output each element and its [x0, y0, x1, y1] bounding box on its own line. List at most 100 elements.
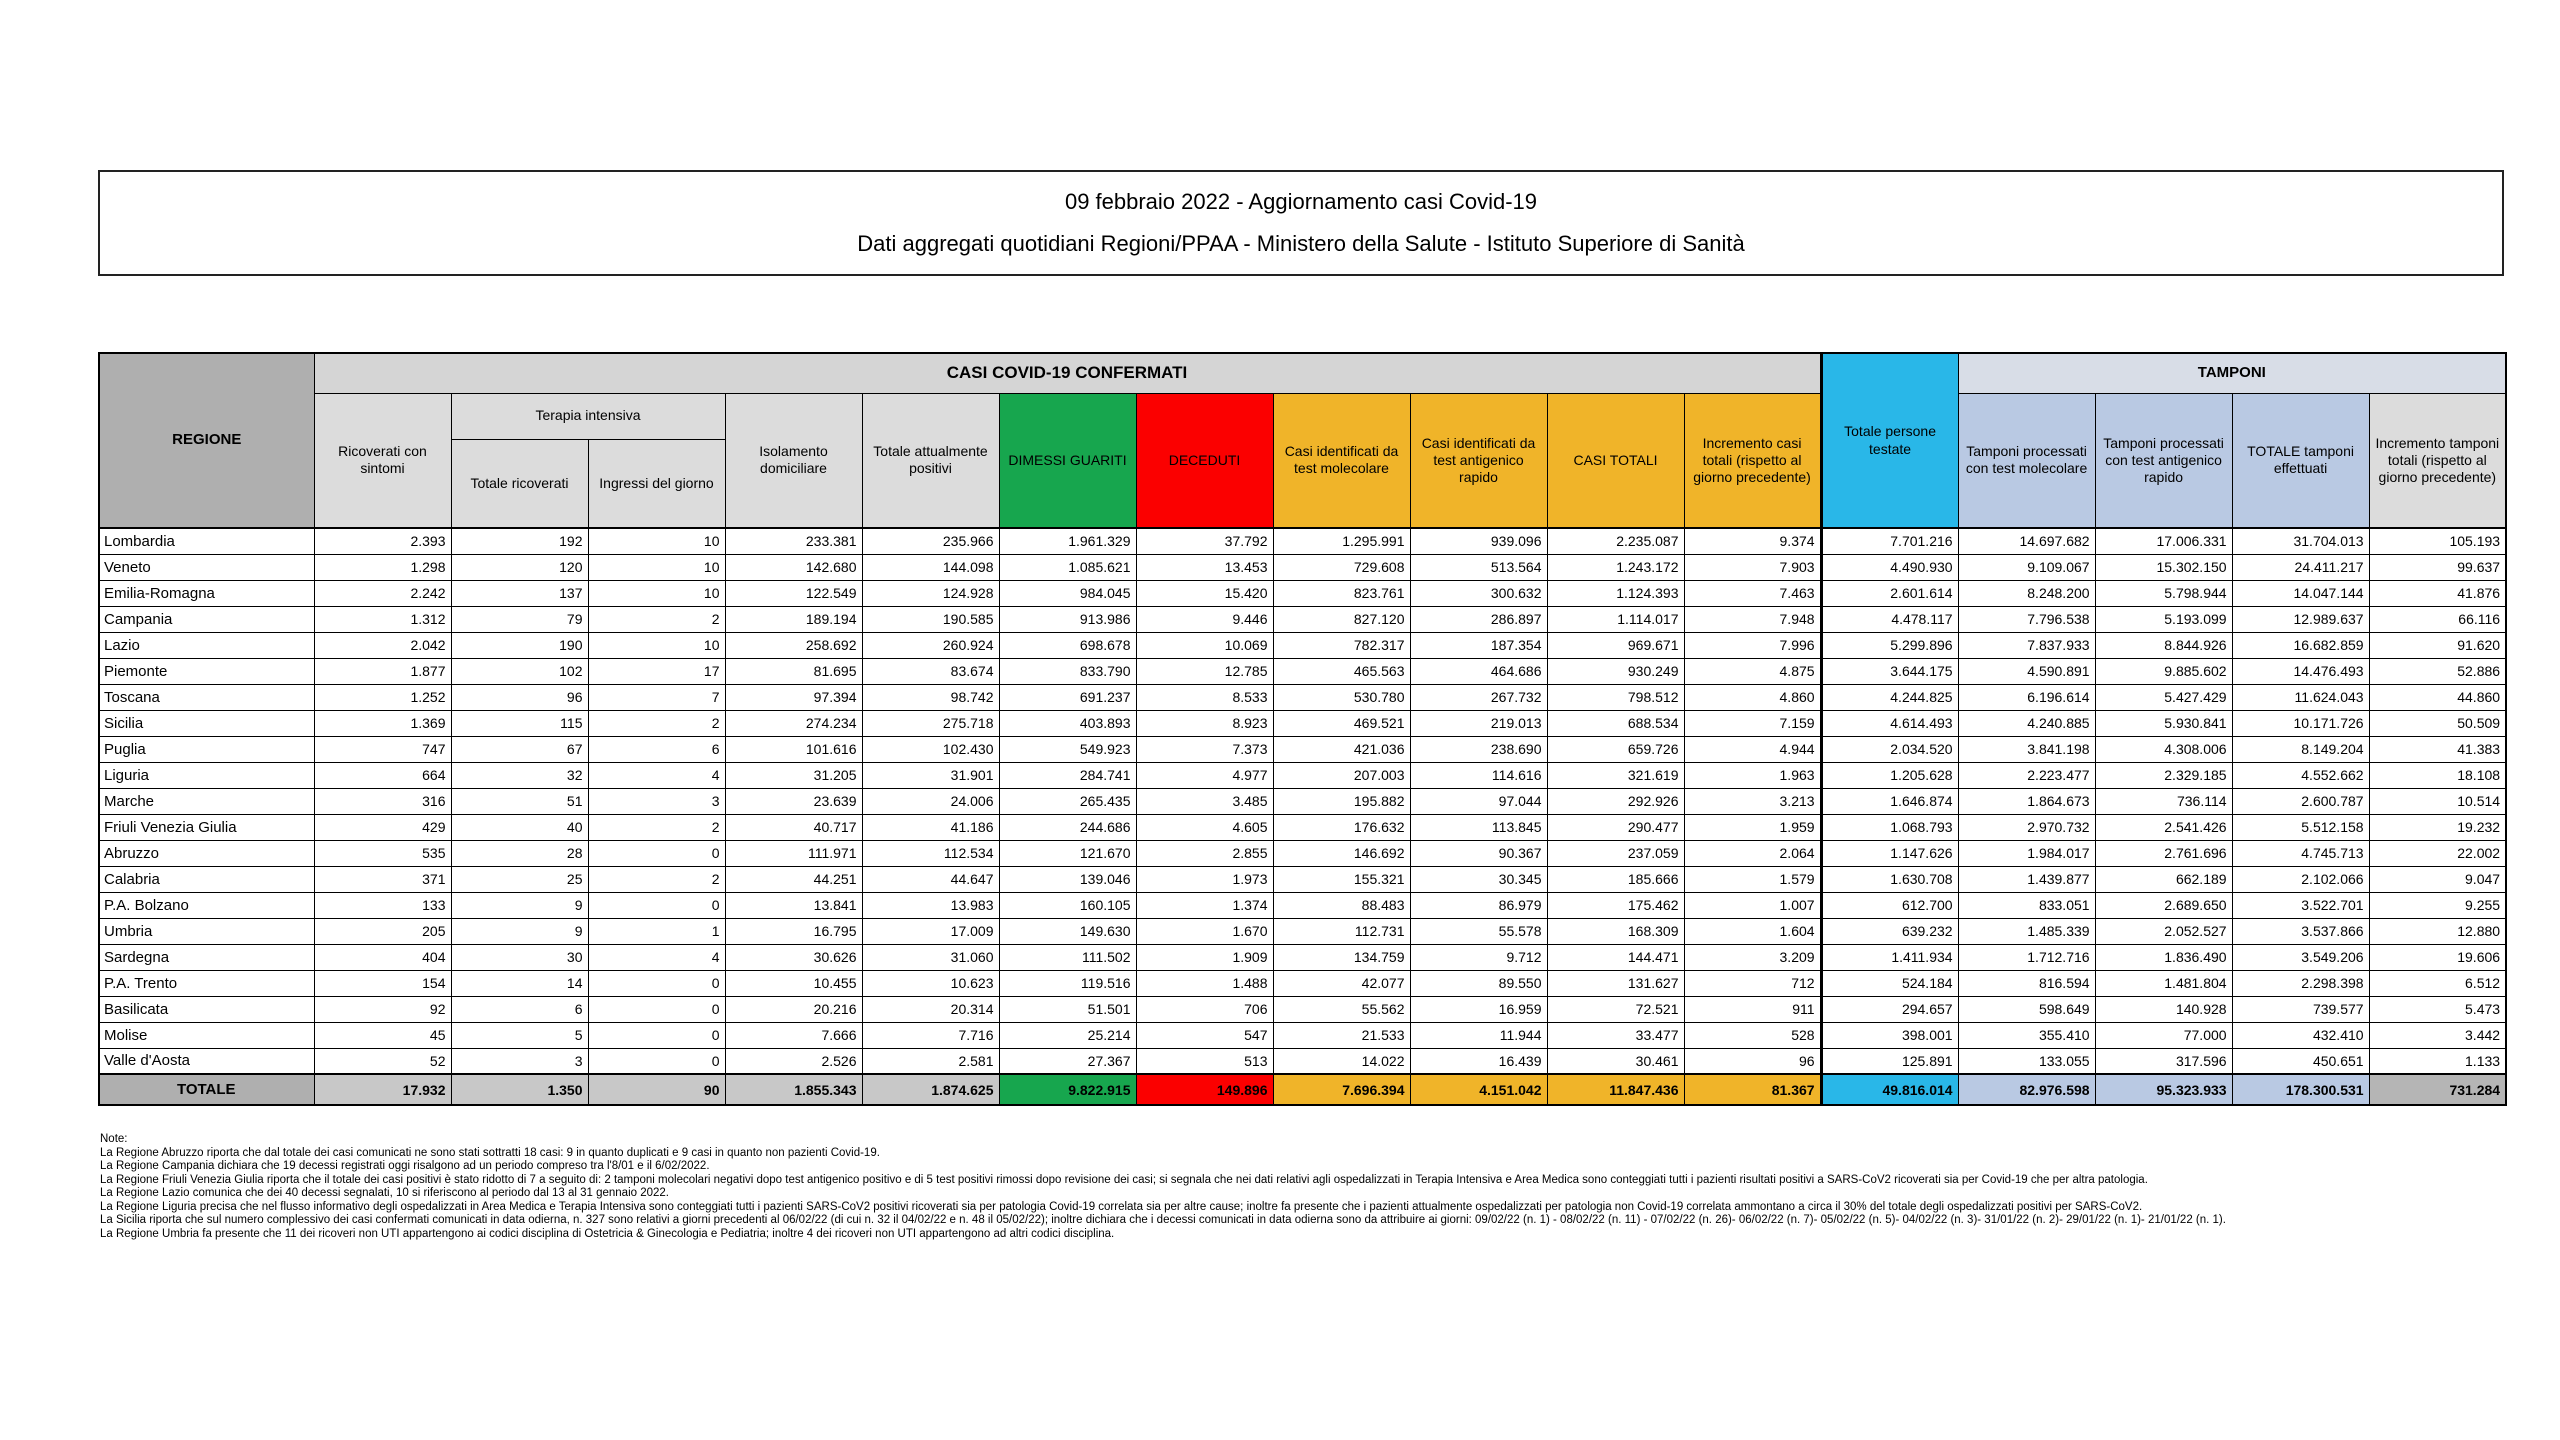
cell-tamponi-test-molecolare: 816.594 — [1957, 969, 2096, 997]
cell-tamponi-test-antigenico-rapido: 17.006.331 — [2094, 527, 2233, 555]
cell-isolamento-domiciliare: 233.381 — [724, 527, 863, 555]
cell-incremento-tamponi-totali: 9.047 — [2368, 865, 2507, 893]
cell-casi-test-antigenico-rapido: 30.345 — [1409, 865, 1548, 893]
cell-totale-tamponi-effettuati: 2.600.787 — [2231, 787, 2370, 815]
cell-dimessi-guariti: 984.045 — [998, 579, 1137, 607]
cell-deceduti: 4.605 — [1135, 813, 1274, 841]
cell-ricoverati-con-sintomi: 205 — [313, 917, 452, 945]
cell-casi-test-antigenico-rapido: 86.979 — [1409, 891, 1548, 919]
cell-ti-ingressi-del-giorno: 0 — [587, 1047, 726, 1075]
cell-deceduti: 7.373 — [1135, 735, 1274, 763]
cell-ti-ingressi-del-giorno: 2 — [587, 813, 726, 841]
region-name-cell: Umbria — [98, 917, 315, 945]
cell-casi-test-antigenico-rapido: 90.367 — [1409, 839, 1548, 867]
cell-tamponi-test-antigenico-rapido: 2.761.696 — [2094, 839, 2233, 867]
cell-tamponi-test-molecolare: 7.837.933 — [1957, 631, 2096, 659]
cell-dimessi-guariti: 284.741 — [998, 761, 1137, 789]
cell-incremento-casi-totali: 712 — [1683, 969, 1822, 997]
cell-tamponi-test-antigenico-rapido: 140.928 — [2094, 995, 2233, 1023]
cell-totale-attualmente-positivi: 98.742 — [861, 683, 1000, 711]
header-ti-ingressi-del-giorno: Ingressi del giorno — [587, 438, 726, 529]
cell-incremento-tamponi-totali: 22.002 — [2368, 839, 2507, 867]
cell-ti-totale-ricoverati: 120 — [450, 553, 589, 581]
cell-isolamento-domiciliare: 13.841 — [724, 891, 863, 919]
table-row-p-a-bolzano: P.A. Bolzano 133 9 0 13.841 13.983 160.105 1.37… — [98, 891, 2507, 919]
header-casi-confermati-band: CASI COVID-19 CONFERMATI — [313, 352, 1822, 394]
cell-totale-tamponi-effettuati: 11.624.043 — [2231, 683, 2370, 711]
table-row-lombardia: Lombardia 2.393 192 10 233.381 235.966 1.961.3… — [98, 527, 2507, 555]
cell-isolamento-domiciliare: 97.394 — [724, 683, 863, 711]
cell-incremento-casi-totali: 528 — [1683, 1021, 1822, 1049]
cell-totale-persone-testate: 1.630.708 — [1819, 865, 1959, 893]
cell-incremento-tamponi-totali: 105.193 — [2368, 527, 2507, 555]
cell-tamponi-test-antigenico-rapido: 15.302.150 — [2094, 553, 2233, 581]
cell-casi-test-antigenico-rapido: 513.564 — [1409, 553, 1548, 581]
region-name-cell: Sardegna — [98, 943, 315, 971]
cell-totale-persone-testate: 1.147.626 — [1819, 839, 1959, 867]
cell-totale-persone-testate: 524.184 — [1819, 969, 1959, 997]
cell-tamponi-test-molecolare: 4.240.885 — [1957, 709, 2096, 737]
cell-ti-ingressi-del-giorno: 7 — [587, 683, 726, 711]
cell-incremento-casi-totali: 4.860 — [1683, 683, 1822, 711]
cell-incremento-tamponi-totali: 19.232 — [2368, 813, 2507, 841]
region-name-cell: Campania — [98, 605, 315, 633]
cell-totale-persone-testate: 1.411.934 — [1819, 943, 1959, 971]
cell-casi-test-molecolare: 823.761 — [1272, 579, 1411, 607]
cell-ti-ingressi-del-giorno: 6 — [587, 735, 726, 763]
report-title-box: 09 febbraio 2022 - Aggiornamento casi Co… — [98, 170, 2504, 276]
cell-ricoverati-con-sintomi: 133 — [313, 891, 452, 919]
table-row-emilia-romagna: Emilia-Romagna 2.242 137 10 122.549 124.928 98… — [98, 579, 2507, 607]
table-row-p-a-trento: P.A. Trento 154 14 0 10.455 10.623 119.516 1.48… — [98, 969, 2507, 997]
cell-ti-totale-ricoverati: 40 — [450, 813, 589, 841]
cell-totale-tamponi-effettuati: 178.300.531 — [2231, 1073, 2370, 1106]
cell-totale-attualmente-positivi: 260.924 — [861, 631, 1000, 659]
header-tamponi-molecolare: Tamponi processati con test molecolare — [1957, 392, 2096, 529]
cell-incremento-tamponi-totali: 18.108 — [2368, 761, 2507, 789]
table-row-lazio: Lazio 2.042 190 10 258.692 260.924 698.678 10.0… — [98, 631, 2507, 659]
cell-casi-test-antigenico-rapido: 939.096 — [1409, 527, 1548, 555]
table-row-piemonte: Piemonte 1.877 102 17 81.695 83.674 833.790 12.… — [98, 657, 2507, 685]
cell-totale-attualmente-positivi: 31.901 — [861, 761, 1000, 789]
cell-casi-test-antigenico-rapido: 300.632 — [1409, 579, 1548, 607]
table-row-basilicata: Basilicata 92 6 0 20.216 20.314 51.501 706 55.56… — [98, 995, 2507, 1023]
table-row-liguria: Liguria 664 32 4 31.205 31.901 284.741 4.977 207… — [98, 761, 2507, 789]
cell-totale-tamponi-effettuati: 450.651 — [2231, 1047, 2370, 1075]
cell-tamponi-test-antigenico-rapido: 317.596 — [2094, 1047, 2233, 1075]
cell-casi-test-molecolare: 21.533 — [1272, 1021, 1411, 1049]
cell-dimessi-guariti: 149.630 — [998, 917, 1137, 945]
cell-ricoverati-con-sintomi: 1.298 — [313, 553, 452, 581]
cell-ti-ingressi-del-giorno: 2 — [587, 605, 726, 633]
cell-dimessi-guariti: 111.502 — [998, 943, 1137, 971]
table-row-molise: Molise 45 5 0 7.666 7.716 25.214 547 21.533 11.94… — [98, 1021, 2507, 1049]
cell-totale-persone-testate: 1.205.628 — [1819, 761, 1959, 789]
header-casi-test-molecolare: Casi identificati da test molecolare — [1272, 392, 1411, 529]
cell-casi-test-molecolare: 7.696.394 — [1272, 1073, 1411, 1106]
header-terapia-intensiva: Terapia intensiva — [450, 392, 726, 440]
cell-totale-persone-testate: 1.068.793 — [1819, 813, 1959, 841]
cell-incremento-casi-totali: 911 — [1683, 995, 1822, 1023]
cell-tamponi-test-molecolare: 2.223.477 — [1957, 761, 2096, 789]
cell-incremento-tamponi-totali: 91.620 — [2368, 631, 2507, 659]
covid-data-table: REGIONE CASI COVID-19 CONFERMATI Totale … — [98, 352, 2508, 1106]
cell-tamponi-test-antigenico-rapido: 2.689.650 — [2094, 891, 2233, 919]
cell-tamponi-test-antigenico-rapido: 662.189 — [2094, 865, 2233, 893]
cell-tamponi-test-antigenico-rapido: 9.885.602 — [2094, 657, 2233, 685]
cell-totale-persone-testate: 7.701.216 — [1819, 527, 1959, 555]
cell-isolamento-domiciliare: 44.251 — [724, 865, 863, 893]
region-name-cell: Veneto — [98, 553, 315, 581]
cell-ti-totale-ricoverati: 32 — [450, 761, 589, 789]
cell-casi-test-molecolare: 112.731 — [1272, 917, 1411, 945]
cell-dimessi-guariti: 265.435 — [998, 787, 1137, 815]
cell-deceduti: 513 — [1135, 1047, 1274, 1075]
table-row-toscana: Toscana 1.252 96 7 97.394 98.742 691.237 8.533 5… — [98, 683, 2507, 711]
cell-incremento-casi-totali: 1.579 — [1683, 865, 1822, 893]
cell-totale-persone-testate: 398.001 — [1819, 1021, 1959, 1049]
cell-totale-persone-testate: 1.646.874 — [1819, 787, 1959, 815]
cell-casi-test-antigenico-rapido: 113.845 — [1409, 813, 1548, 841]
cell-deceduti: 3.485 — [1135, 787, 1274, 815]
cell-casi-test-molecolare: 469.521 — [1272, 709, 1411, 737]
cell-tamponi-test-antigenico-rapido: 2.541.426 — [2094, 813, 2233, 841]
cell-totale-tamponi-effettuati: 3.549.206 — [2231, 943, 2370, 971]
cell-dimessi-guariti: 160.105 — [998, 891, 1137, 919]
notes-section: Note: La Regione Abruzzo riporta che dal… — [100, 1133, 2510, 1242]
